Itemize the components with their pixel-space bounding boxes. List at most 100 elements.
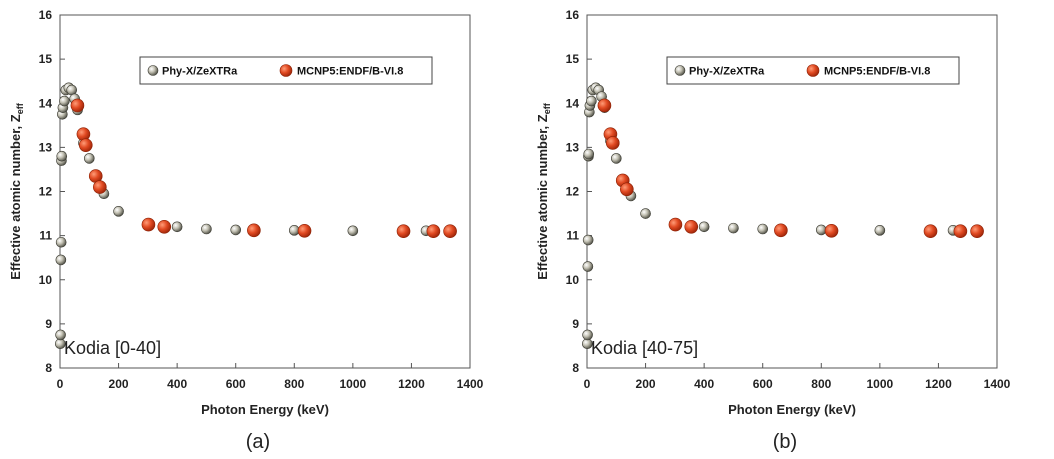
x-tick-label: 1200 [925,377,952,391]
x-tick-label: 0 [57,377,64,391]
mcnp5-data-point [297,223,312,238]
x-tick-label: 1000 [340,377,367,391]
y-tick-label: 13 [566,140,580,154]
mcnp5-data-point [605,136,620,150]
phyx-data-point [83,153,95,164]
phyx-data-point [171,221,183,233]
y-tick-label: 11 [566,229,579,243]
legend-label-mcnp5: MCNP5:ENDF/B-VI.8 [824,66,930,78]
y-tick-label: 10 [39,273,53,287]
x-tick-label: 200 [109,377,129,391]
y-tick-label: 10 [566,273,580,287]
chart-panel-b: 8 9 10 11 12 13 14 15 16 0 200 400 600 800 1000 1200 140… [527,0,1054,459]
mcnp5-data-point [668,217,683,232]
phyx-data-point [582,261,594,272]
mcnp5-data-point [953,224,968,239]
x-tick-label: 1000 [867,377,894,391]
chart-panel-a: 8 9 10 11 12 13 14 15 16 0 200 400 600 800 1000 1200 140… [8,8,484,453]
y-tick-label: 16 [566,8,580,22]
mcnp5-data-point [684,220,699,234]
mcnp5-data-point [141,217,156,232]
phyx-data-point [230,224,242,236]
phyx-data-point [586,95,597,107]
mcnp5-data-point [923,224,938,239]
phyx-data-point [201,223,212,235]
mcnp5-data-point [774,223,788,238]
phyx-data-point [757,223,769,235]
x-tick-label: 400 [167,377,187,391]
x-axis-label: Photon Energy (keV) [728,402,856,417]
phyx-data-point [55,236,67,248]
y-tick-label: 12 [39,185,53,199]
x-tick-label: 1400 [457,377,484,391]
mcnp5-data-point [396,224,411,239]
phyx-data-point [874,225,886,236]
y-tick-label: 13 [39,140,53,154]
y-tick-label: 15 [39,52,53,66]
x-tick-label: 400 [694,377,714,391]
mcnp5-data-point [824,223,839,238]
mcnp5-data-point [620,182,634,197]
legend-marker-mcnp5 [806,64,820,77]
mcnp5-data-point [76,127,91,141]
phyx-data-point [59,95,70,107]
panel-caption: (b) [773,431,797,453]
y-tick-label: 15 [566,52,580,66]
x-tick-label: 800 [811,377,831,391]
x-tick-label: 0 [584,377,591,391]
chart-b-svg: 8 9 10 11 12 13 14 15 16 0 200 400 600 800 1000 1200 140… [535,8,1011,453]
legend-marker-phyx [674,65,686,76]
sample-label: Kodia [0-40] [64,338,161,358]
legend-marker-phyx [147,65,159,76]
mcnp5-data-point [597,98,612,113]
mcnp5-data-point [247,223,261,238]
y-axis-label: Effective atomic number, Zeff [8,102,25,279]
legend-label-mcnp5: MCNP5:ENDF/B-VI.8 [297,66,403,78]
mcnp5-data-point [93,180,107,194]
phyx-data-point [56,150,68,162]
legend: Phy-X/ZeXTRa MCNP5:ENDF/B-VI.8 [666,56,960,85]
x-tick-label: 1200 [398,377,425,391]
phyx-data-point [640,208,651,219]
phyx-data-point [698,221,710,233]
legend-label-phyx: Phy-X/ZeXTRa [689,66,765,78]
y-tick-label: 8 [572,361,579,375]
y-tick-label: 14 [39,96,53,110]
panel-caption: (a) [246,431,270,453]
mcnp5-data-point [70,98,85,113]
y-tick-label: 8 [45,361,52,375]
y-axis-label: Effective atomic number, Zeff [535,102,552,279]
y-tick-label: 9 [45,317,52,331]
x-tick-label: 200 [636,377,656,391]
x-tick-label: 800 [284,377,304,391]
y-tick-label: 12 [566,185,580,199]
legend: Phy-X/ZeXTRa MCNP5:ENDF/B-VI.8 [139,56,433,85]
phyx-data-point [728,222,739,234]
phyx-data-point [55,254,67,266]
phyx-data-point [66,84,78,96]
x-tick-label: 600 [753,377,773,391]
y-tick-label: 11 [39,229,52,243]
mcnp5-data-point [970,224,984,239]
phyx-data-point [55,329,66,341]
x-tick-label: 600 [226,377,246,391]
chart-a-svg: 8 9 10 11 12 13 14 15 16 0 200 400 600 800 1000 1200 140… [8,8,484,453]
x-tick-label: 1400 [984,377,1011,391]
mcnp5-data-point [78,138,93,152]
phyx-data-point [347,225,359,237]
mcnp5-data-point [443,224,457,239]
x-axis-label: Photon Energy (keV) [201,402,329,417]
mcnp5-data-point [426,224,441,239]
y-tick-label: 16 [39,8,53,22]
legend-label-phyx: Phy-X/ZeXTRa [162,66,238,78]
phyx-data-point [583,148,595,160]
y-tick-label: 14 [566,96,580,110]
phyx-data-point [113,206,124,217]
phyx-data-point [815,224,827,236]
y-tick-label: 9 [572,317,579,331]
sample-label: Kodia [40-75] [591,338,698,358]
legend-marker-mcnp5 [279,64,293,77]
phyx-data-point [610,153,622,164]
phyx-data-point [582,329,593,341]
mcnp5-data-point [157,220,172,234]
